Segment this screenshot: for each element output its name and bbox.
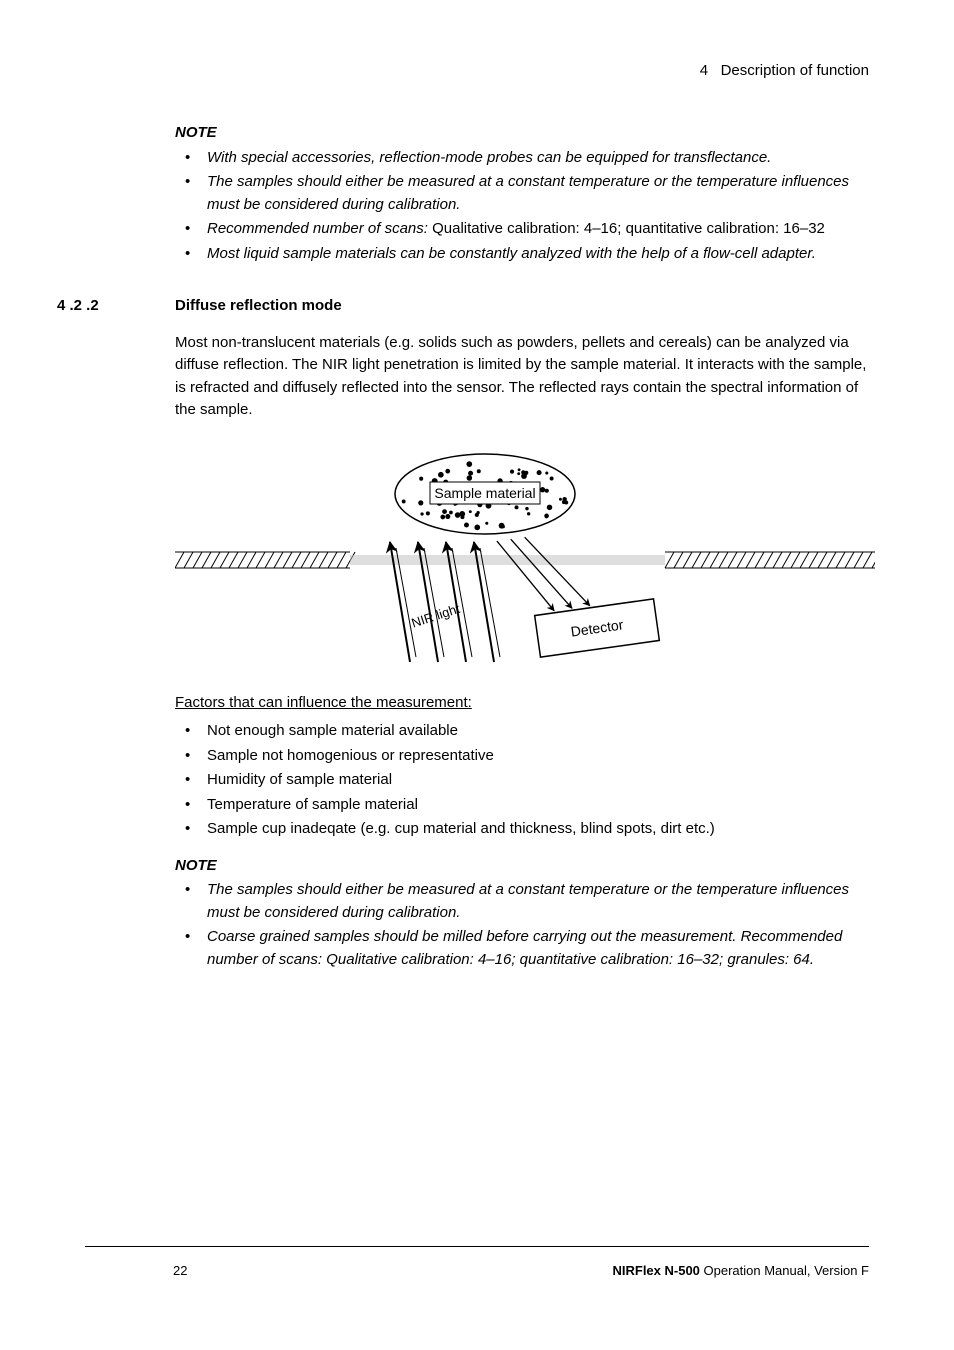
note2-list: The samples should either be measured at…	[175, 879, 875, 971]
note1-item: Recommended number of scans: Qualitative…	[175, 218, 875, 241]
factors-item: Sample not homogenious or representative	[175, 745, 875, 768]
diagram-svg: Sample materialNIR lightDetector	[175, 442, 875, 672]
section-number: 4 .2 .2	[57, 295, 99, 318]
note1-list: With special accessories, reflection-mod…	[175, 147, 875, 266]
svg-text:Sample material: Sample material	[434, 485, 535, 501]
factors-item: Not enough sample material available	[175, 720, 875, 743]
footer-product: NIRFlex N-500	[612, 1263, 699, 1278]
section-heading-row: 4 .2 .2 Diffuse reflection mode	[175, 295, 875, 318]
note2-heading: NOTE	[175, 855, 875, 878]
note2-item: Coarse grained samples should be milled …	[175, 926, 875, 971]
note2-item: The samples should either be measured at…	[175, 879, 875, 924]
section-title: Diffuse reflection mode	[175, 295, 342, 318]
factors-item: Humidity of sample material	[175, 769, 875, 792]
diffuse-reflection-diagram: Sample materialNIR lightDetector	[175, 442, 875, 672]
header-chapter: 4 Description of function	[700, 60, 869, 83]
svg-text:NIR light: NIR light	[410, 600, 462, 630]
section-paragraph: Most non-translucent materials (e.g. sol…	[175, 332, 875, 422]
note1-item: The samples should either be measured at…	[175, 171, 875, 216]
header-num: 4	[700, 62, 708, 79]
page-footer: 22 NIRFlex N-500 Operation Manual, Versi…	[85, 1246, 869, 1281]
footer-right: NIRFlex N-500 Operation Manual, Version …	[612, 1261, 869, 1281]
footer-rest: Operation Manual, Version F	[700, 1263, 869, 1278]
header-title: Description of function	[721, 62, 869, 79]
page-number: 22	[173, 1261, 187, 1281]
note1-item: With special accessories, reflection-mod…	[175, 147, 875, 170]
note1-item: Most liquid sample materials can be cons…	[175, 243, 875, 266]
factors-item: Sample cup inadeqate (e.g. cup material …	[175, 818, 875, 841]
factors-heading: Factors that can influence the measureme…	[175, 692, 875, 715]
factors-list: Not enough sample material available Sam…	[175, 720, 875, 841]
note1-heading: NOTE	[175, 122, 875, 145]
factors-item: Temperature of sample material	[175, 794, 875, 817]
